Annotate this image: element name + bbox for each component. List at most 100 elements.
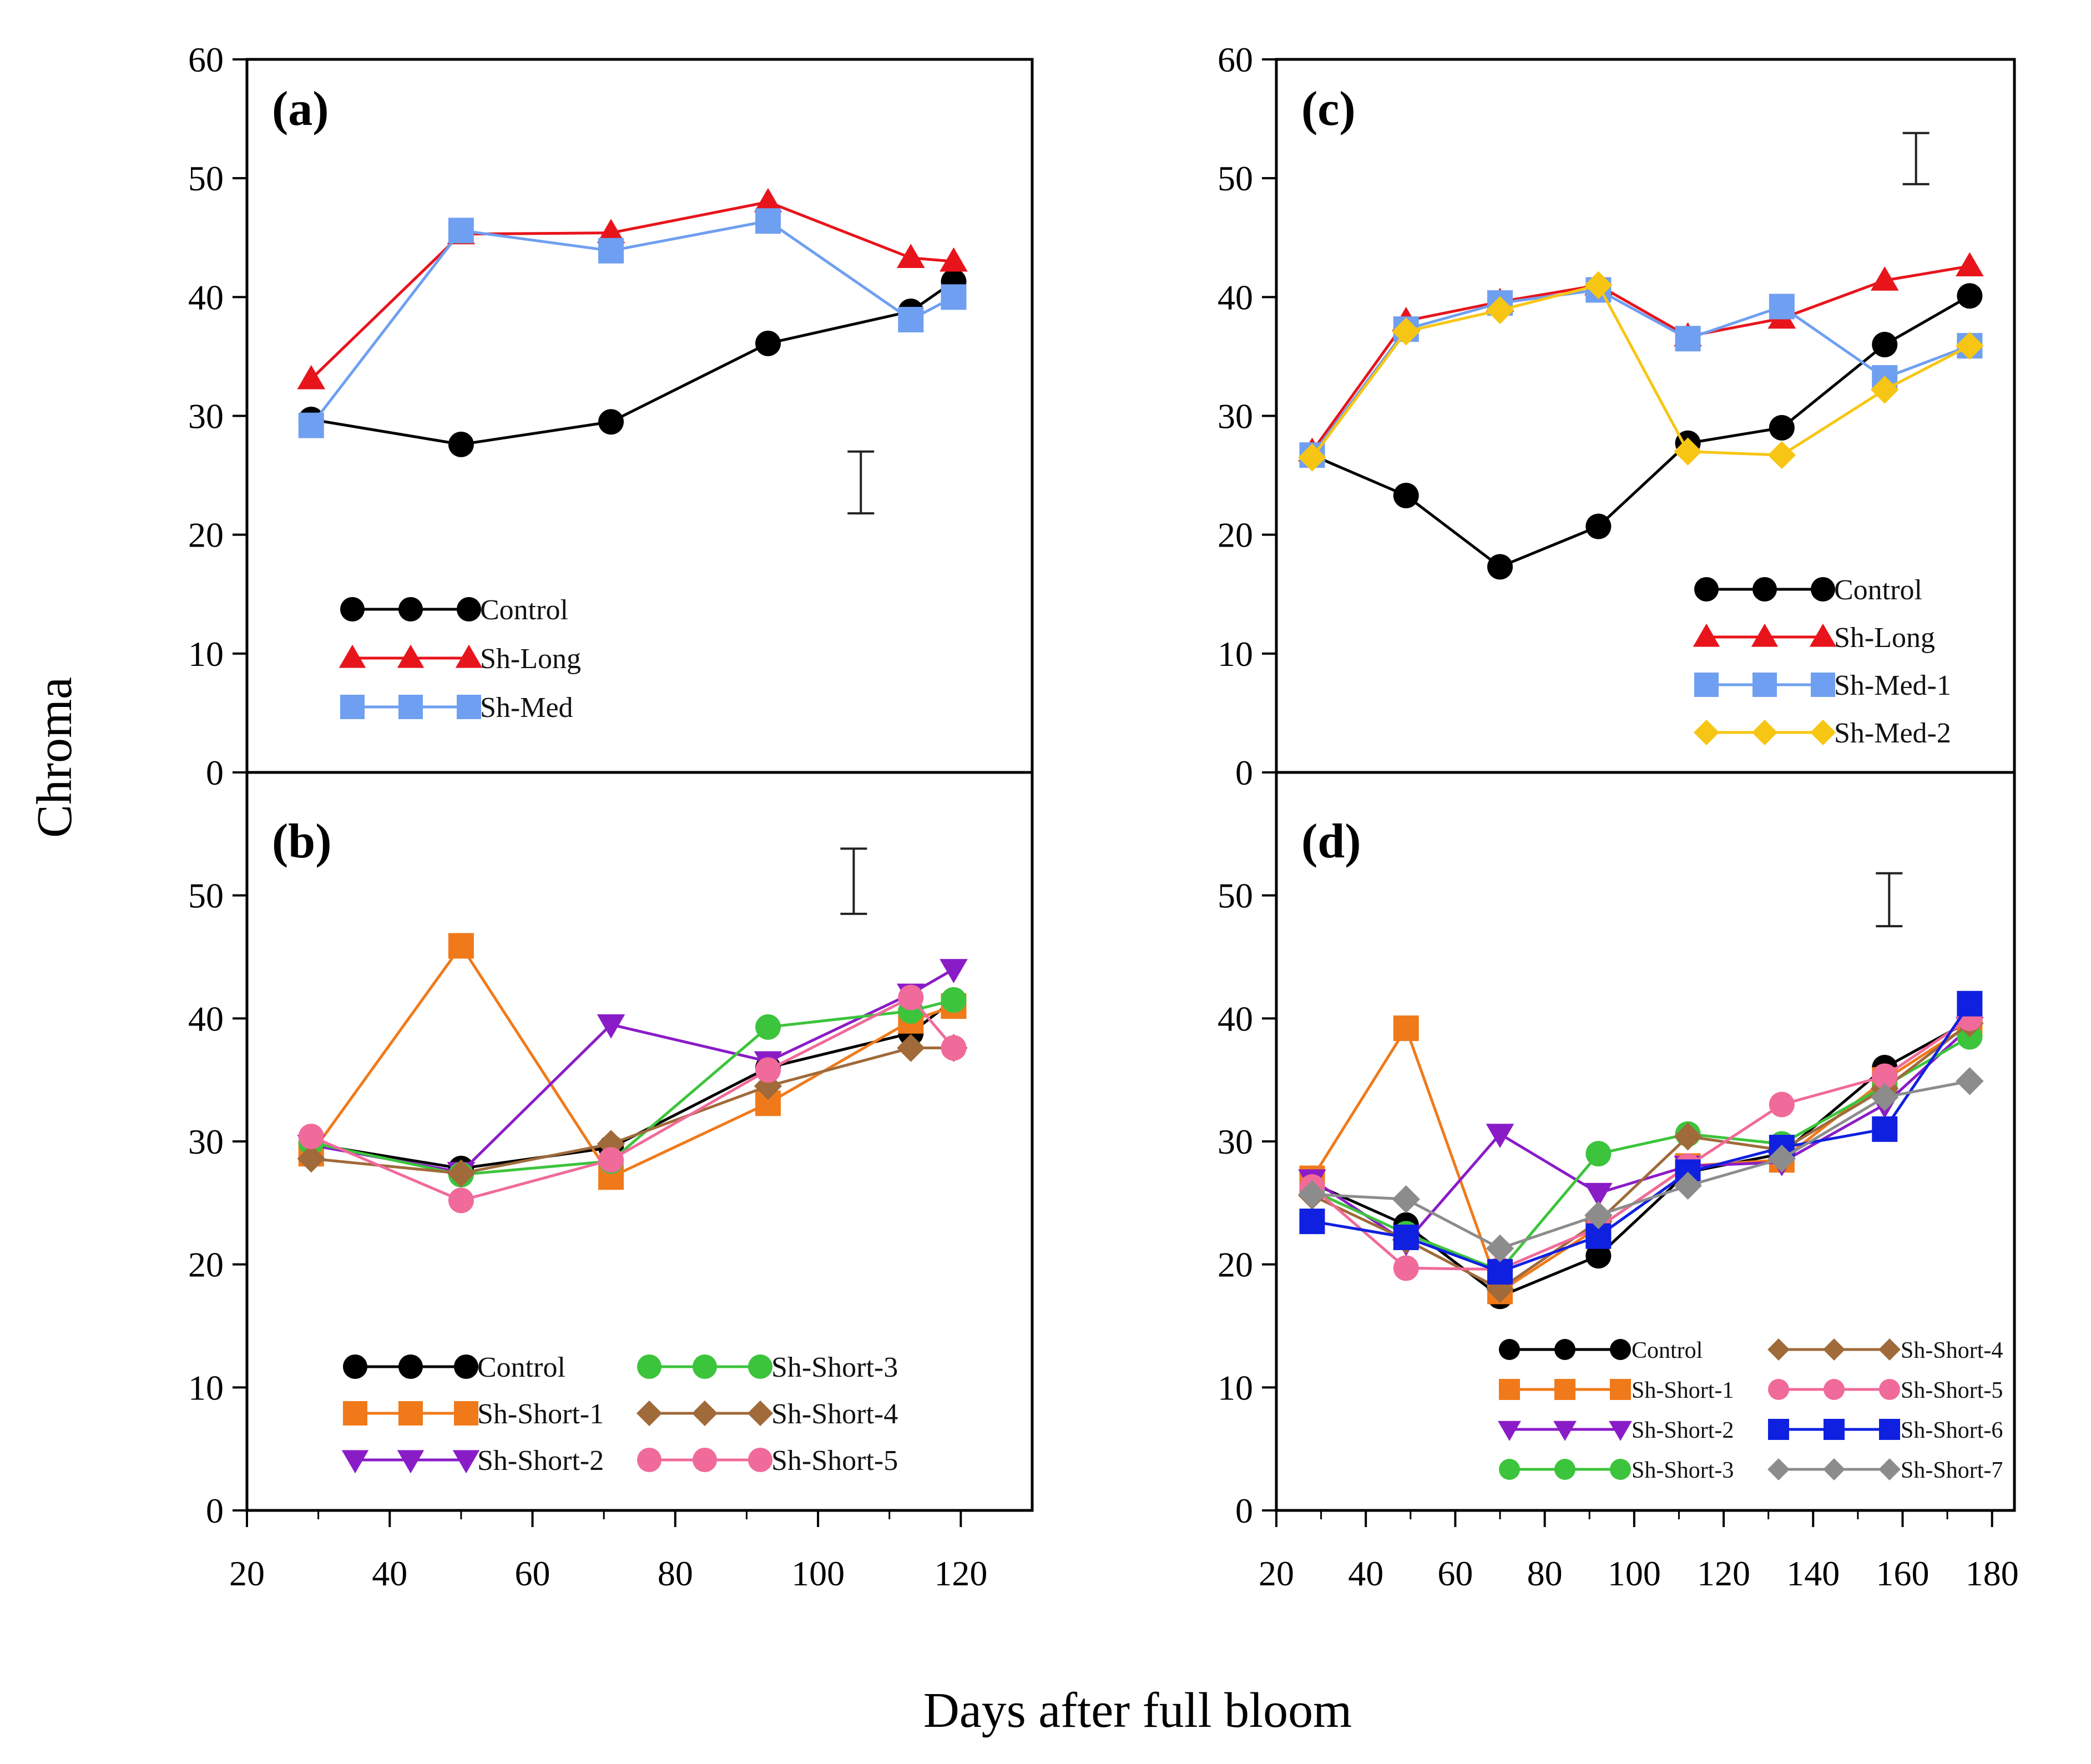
legend-label: Sh-Short-4 (1901, 1338, 2003, 1363)
y-tick-label: 40 (188, 277, 224, 317)
data-point (755, 1057, 781, 1083)
legend-marker (1767, 1458, 1790, 1480)
legend-label: Sh-Short-1 (477, 1398, 604, 1430)
data-point (598, 1147, 624, 1173)
data-point (1392, 317, 1420, 346)
data-point (597, 219, 625, 244)
y-tick-label: 50 (1218, 159, 1253, 198)
legend-label: Control (477, 1352, 565, 1383)
legend-entry: Sh-Short-1 (343, 1398, 604, 1430)
data-point (1956, 1067, 1984, 1095)
y-tick-label: 60 (1218, 40, 1253, 79)
data-point (1769, 294, 1795, 320)
y-tick-label: 0 (1235, 1491, 1253, 1530)
y-tick-label: 40 (188, 999, 224, 1038)
x-tick-label: 140 (1786, 1554, 1840, 1593)
data-point (1674, 1171, 1702, 1200)
legend-label: Sh-Long (1834, 622, 1935, 654)
y-tick-label: 0 (1235, 753, 1253, 792)
series-line (1311, 295, 1971, 568)
data-point (1674, 1122, 1702, 1151)
data-point (1870, 266, 1899, 291)
series-sh-short-5 (298, 984, 967, 1214)
legend-entry: Sh-Med (340, 692, 573, 724)
data-point (1486, 296, 1514, 325)
legend-marker (452, 1450, 480, 1474)
legend-marker (1499, 1339, 1520, 1360)
data-point (755, 1014, 781, 1040)
legend-entry: Control (340, 594, 568, 626)
legend-marker (1694, 673, 1719, 697)
data-point (1585, 1141, 1612, 1167)
x-tick-label: 40 (372, 1554, 407, 1593)
legend-marker (691, 1400, 718, 1427)
data-point (598, 237, 624, 264)
data-point (755, 208, 781, 234)
data-point (1392, 1185, 1420, 1214)
legend-marker (1878, 1338, 1901, 1361)
legend-marker (343, 1354, 367, 1379)
y-tick-label: 30 (1218, 1122, 1253, 1161)
y-tick-label: 30 (188, 1122, 224, 1161)
legend-label: Sh-Short-2 (477, 1445, 604, 1477)
legend-entry: Control (1499, 1338, 1703, 1363)
legend-marker (1693, 719, 1720, 746)
series-line (1312, 1079, 1970, 1250)
data-point (1871, 1083, 1899, 1111)
data-point (1584, 1201, 1613, 1230)
legend-marker (1824, 1419, 1845, 1440)
legend-marker (1768, 1379, 1789, 1400)
series-sh-long (297, 188, 968, 390)
y-tick-label: 0 (206, 1491, 224, 1530)
data-point (1486, 1124, 1514, 1148)
data-point (1872, 1116, 1898, 1142)
legend-marker (343, 1401, 367, 1426)
error-bar (1876, 872, 1903, 928)
data-point (1299, 1209, 1325, 1235)
y-tick-label: 60 (188, 40, 224, 79)
legend-marker (457, 597, 481, 621)
data-point (597, 1014, 625, 1039)
series-line (1311, 1017, 1971, 1271)
legend-marker (1694, 577, 1719, 602)
data-point (1585, 513, 1612, 539)
data-point (448, 431, 474, 457)
data-point (1486, 1275, 1514, 1303)
legend-marker (339, 644, 366, 668)
data-point (1584, 1182, 1613, 1207)
legend-marker (1809, 623, 1837, 647)
data-point (754, 188, 782, 213)
legend-entry: Sh-Short-4 (1767, 1338, 2003, 1363)
y-tick-label: 50 (188, 876, 224, 916)
data-point (1487, 1258, 1513, 1285)
series-sh-med-2 (1298, 271, 1984, 472)
data-point (941, 987, 967, 1013)
series-sh-short-7 (1298, 1067, 1984, 1263)
data-point (1872, 332, 1898, 357)
data-point (1486, 1234, 1514, 1263)
legend-marker (1878, 1458, 1901, 1480)
legend: Control Sh-Long Sh-Med-1 Sh-Med-2 (1693, 574, 1951, 749)
data-point (898, 307, 924, 333)
y-tick-label: 20 (1218, 515, 1253, 555)
legend-label: Sh-Short-2 (1632, 1418, 1734, 1443)
x-tick-label: 180 (1966, 1554, 2019, 1593)
data-point (1298, 1180, 1326, 1209)
legend-marker (1810, 719, 1836, 746)
panel-a: 0 10 20 30 40 50 60 (a) Control Sh-Long Sh-Med (188, 40, 1034, 792)
data-point (448, 218, 474, 244)
legend-marker (1752, 673, 1777, 697)
data-point (298, 1124, 324, 1150)
legend-marker (1879, 1419, 1900, 1440)
legend-marker (748, 1354, 772, 1379)
legend: Control Sh-Short-1 Sh-Short-2 Sh-Short-3 Sh-… (1498, 1338, 2003, 1483)
legend-entry: Sh-Short-7 (1767, 1458, 2003, 1483)
legend-marker (398, 1354, 423, 1379)
legend-label: Sh-Med-1 (1834, 670, 1951, 701)
error-bar (840, 847, 867, 915)
legend-entry: Sh-Short-1 (1499, 1378, 1734, 1403)
legend-label: Sh-Med-2 (1834, 717, 1951, 749)
x-tick-label: 20 (1259, 1554, 1294, 1593)
legend-marker (454, 1354, 478, 1379)
